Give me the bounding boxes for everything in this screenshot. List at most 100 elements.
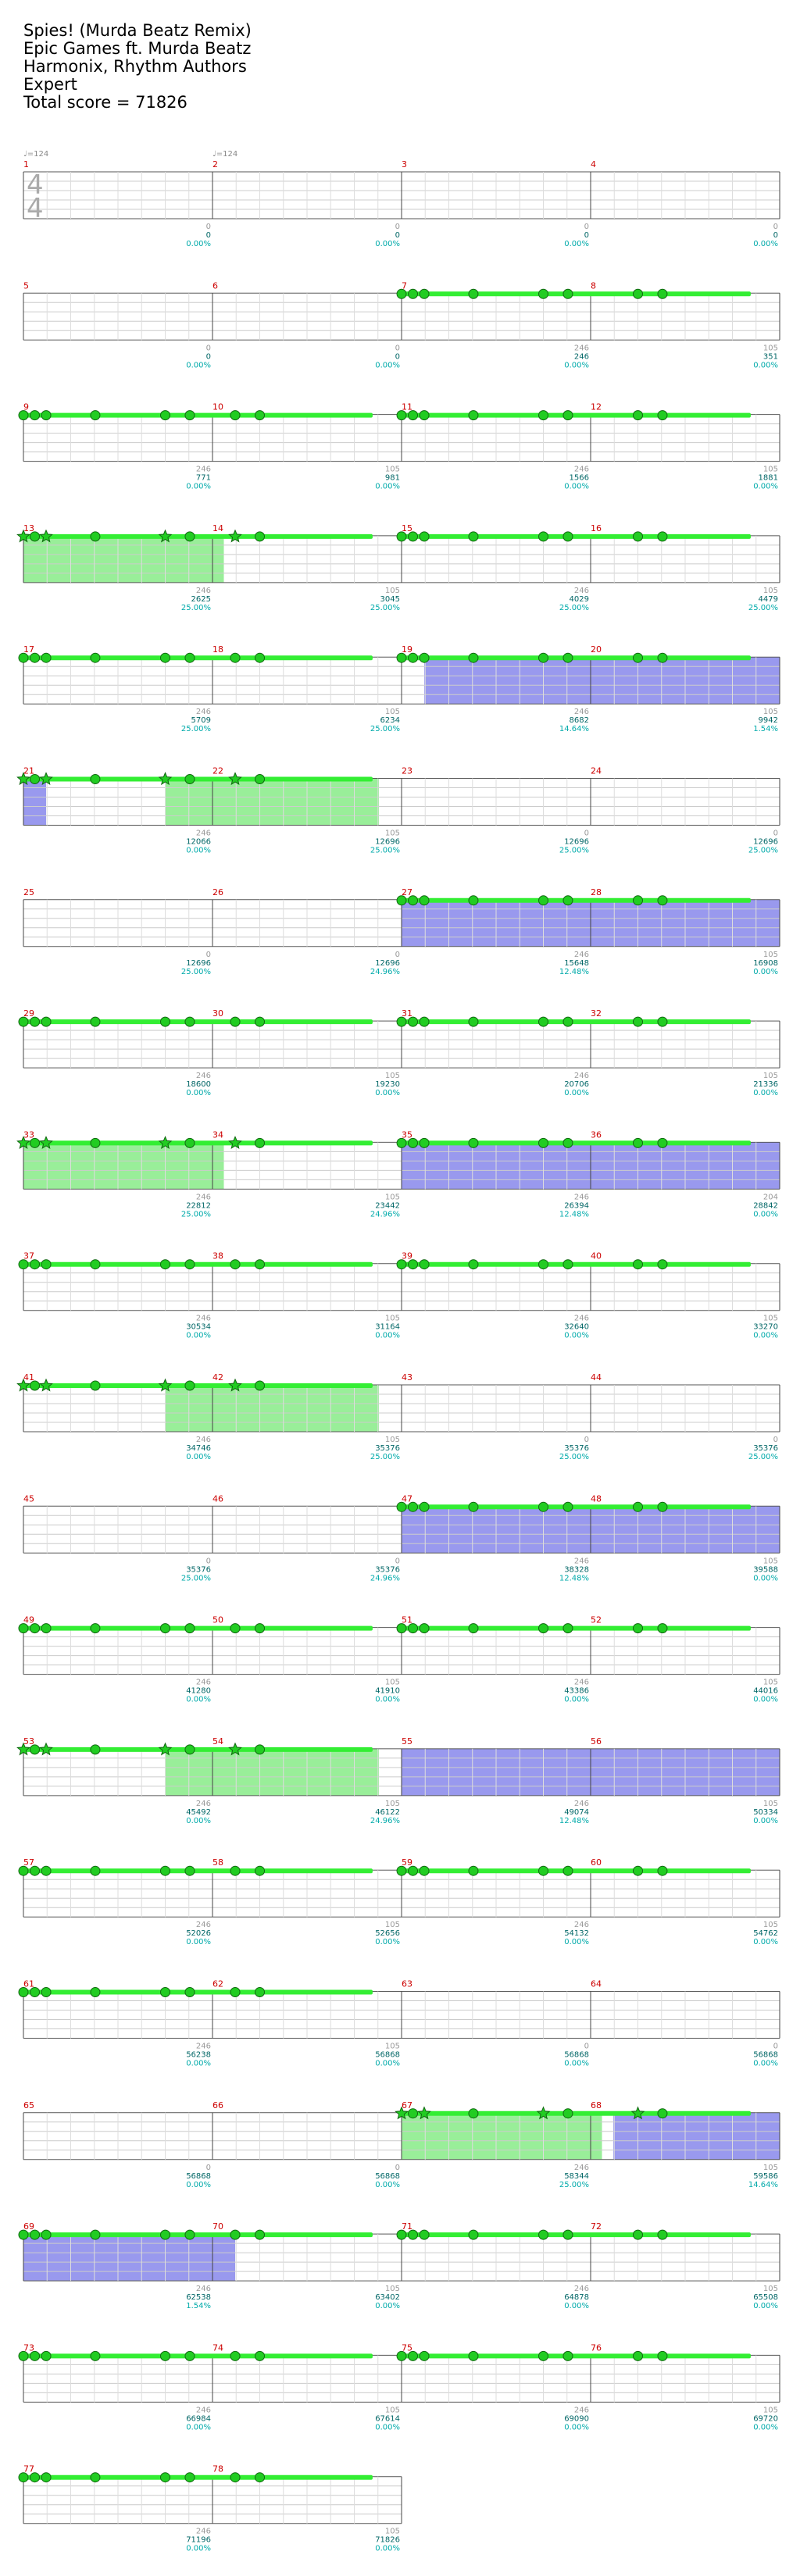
measure-percent: 1.54% bbox=[753, 725, 778, 733]
measure-percent: 25.00% bbox=[559, 604, 589, 612]
measure-gain: 246 bbox=[196, 2285, 211, 2293]
note bbox=[30, 1744, 41, 1755]
measure-score: 32640 bbox=[564, 1323, 589, 1332]
system-17 bbox=[23, 2108, 780, 2160]
measure-gain: 246 bbox=[196, 1193, 211, 1201]
measure-number: 78 bbox=[212, 2464, 223, 2474]
note bbox=[408, 895, 419, 906]
measure-gain: 246 bbox=[574, 2406, 589, 2414]
measure-percent: 0.00% bbox=[375, 2060, 400, 2068]
measure-number: 12 bbox=[591, 402, 602, 412]
measure-score: 771 bbox=[196, 474, 211, 483]
measure-gain: 105 bbox=[763, 344, 778, 352]
note bbox=[468, 2108, 479, 2119]
sustain-bar bbox=[23, 533, 373, 539]
measure-number: 6 bbox=[212, 280, 218, 291]
measure-percent: 0.00% bbox=[186, 847, 211, 855]
measure-number: 2 bbox=[212, 159, 218, 169]
measure-score: 0 bbox=[395, 231, 400, 240]
note bbox=[419, 1623, 430, 1634]
star-note bbox=[228, 1136, 242, 1149]
note bbox=[30, 1987, 41, 1997]
measure-score: 35376 bbox=[375, 1444, 400, 1453]
measure-percent: 12.48% bbox=[559, 1210, 589, 1218]
note bbox=[18, 1865, 29, 1876]
measure-gain: 246 bbox=[196, 2043, 211, 2051]
measure-gain: 246 bbox=[196, 2528, 211, 2536]
note bbox=[184, 1016, 195, 1027]
measure-score: 18600 bbox=[186, 1080, 211, 1089]
measure-score: 12696 bbox=[186, 959, 211, 968]
note bbox=[538, 895, 548, 906]
measure-percent: 12.48% bbox=[559, 1817, 589, 1825]
note bbox=[396, 1501, 407, 1512]
note bbox=[538, 1501, 548, 1512]
note bbox=[160, 1987, 170, 1997]
note bbox=[255, 410, 265, 421]
note bbox=[657, 1259, 668, 1270]
note bbox=[562, 1016, 573, 1027]
note bbox=[90, 2472, 101, 2483]
measure-gain: 246 bbox=[574, 466, 589, 474]
note bbox=[419, 2229, 430, 2240]
note bbox=[538, 531, 548, 542]
measure-percent: 0.00% bbox=[186, 1453, 211, 1461]
measure-number: 55 bbox=[402, 1736, 412, 1746]
measure-percent: 0.00% bbox=[753, 2302, 778, 2310]
measure-percent: 0.00% bbox=[753, 2423, 778, 2432]
sustain-bar bbox=[23, 2232, 373, 2238]
note bbox=[633, 1501, 643, 1512]
measure-number: 25 bbox=[23, 887, 34, 897]
note bbox=[419, 531, 430, 542]
note bbox=[160, 1016, 170, 1027]
measure-score: 28842 bbox=[753, 1201, 778, 1210]
note bbox=[90, 531, 101, 542]
measure-gain: 0 bbox=[773, 830, 778, 838]
measure-percent: 0.00% bbox=[753, 1089, 778, 1097]
measure-score: 0 bbox=[206, 231, 211, 240]
measure-score: 67614 bbox=[375, 2414, 400, 2423]
note bbox=[41, 410, 52, 421]
measure-score: 66984 bbox=[186, 2414, 211, 2423]
note bbox=[160, 410, 170, 421]
sustain-bar bbox=[23, 1140, 373, 1146]
sustain-bar bbox=[402, 2353, 751, 2359]
note bbox=[633, 288, 643, 299]
note bbox=[408, 2108, 419, 2119]
measure-number: 10 bbox=[212, 402, 223, 412]
star-power-region bbox=[23, 1142, 224, 1190]
measure-percent: 0.00% bbox=[375, 2423, 400, 2432]
measure-gain: 105 bbox=[385, 1679, 400, 1687]
measure-number: 61 bbox=[23, 1979, 34, 1989]
measure-score: 16908 bbox=[753, 959, 778, 968]
measure-percent: 0.00% bbox=[753, 1574, 778, 1582]
measure-percent: 0.00% bbox=[753, 240, 778, 248]
measure-percent: 0.00% bbox=[564, 2423, 589, 2432]
sustain-bar bbox=[23, 1383, 373, 1388]
note bbox=[184, 2472, 195, 2483]
measure-percent: 25.00% bbox=[181, 1210, 211, 1218]
measure-number: 8 bbox=[591, 280, 596, 291]
measure-score: 52656 bbox=[375, 1929, 400, 1938]
star-note bbox=[39, 529, 53, 543]
note bbox=[396, 2229, 407, 2240]
measure-gain: 246 bbox=[574, 1679, 589, 1687]
sustain-bar bbox=[402, 1625, 751, 1631]
note bbox=[538, 2229, 548, 2240]
measure-number: 47 bbox=[402, 1493, 412, 1504]
measure-score: 35376 bbox=[753, 1444, 778, 1453]
measure-score: 4479 bbox=[759, 595, 778, 604]
system-10 bbox=[18, 1259, 780, 1311]
note bbox=[18, 2350, 29, 2361]
measure-gain: 246 bbox=[574, 587, 589, 595]
measure-score: 65508 bbox=[753, 2293, 778, 2302]
system-15 bbox=[18, 1865, 780, 1918]
note bbox=[30, 652, 41, 663]
note bbox=[633, 2229, 643, 2240]
system-3 bbox=[18, 410, 780, 462]
measure-percent: 0.00% bbox=[753, 1817, 778, 1825]
note bbox=[90, 1744, 101, 1755]
measure-number: 52 bbox=[591, 1615, 602, 1625]
measure-score: 19230 bbox=[375, 1080, 400, 1089]
measure-score: 35376 bbox=[186, 1565, 211, 1574]
